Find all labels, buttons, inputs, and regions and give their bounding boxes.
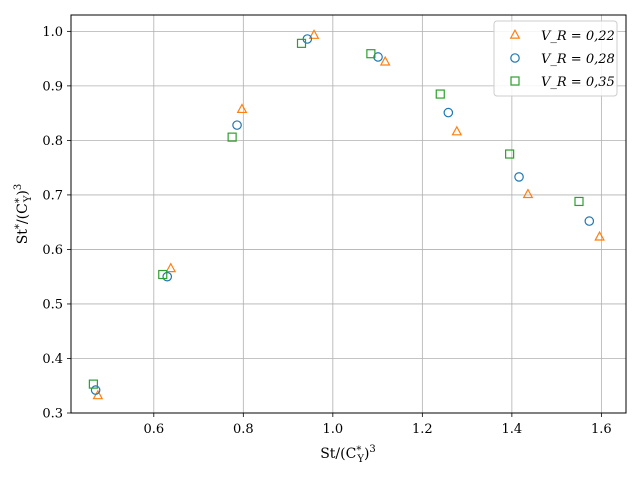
y-tick-label: 0.9	[42, 79, 63, 94]
y-tick-label: 0.3	[42, 407, 63, 422]
data-point-triangle	[451, 125, 463, 136]
y-tick-label: 0.4	[42, 352, 63, 367]
legend-box	[493, 20, 618, 97]
data-point-triangle	[594, 230, 605, 241]
data-point-circle	[373, 52, 383, 62]
data-point-square	[88, 379, 98, 389]
x-tick-label: 0.6	[143, 422, 164, 437]
x-tick-label: 1.4	[502, 422, 523, 437]
x-axis-label: St/(C* Y)3	[320, 444, 376, 465]
x-tick-label: 1.6	[591, 422, 612, 437]
y-tick-label: 0.7	[42, 188, 63, 203]
data-point-circle	[584, 216, 595, 226]
x-tick-label: 1.2	[412, 422, 433, 437]
data-point-triangle	[379, 55, 391, 66]
y-tick-label: 0.6	[42, 243, 63, 258]
data-point-square	[366, 49, 376, 59]
legend: V_R = 0,22 V_R = 0,28 V_R = 0,35	[493, 20, 618, 97]
legend-marker-triangle	[509, 28, 521, 39]
plot-frame	[70, 14, 627, 414]
axis-ticks: 0.6 0.8 1.0 1.2 1.4 1.6 0.3 0.4 0.5 0.6 0.7 0.8 0.9 1…	[42, 25, 611, 437]
data-point-triangle	[308, 29, 320, 39]
data-point-circle	[232, 120, 242, 130]
legend-marker-square	[510, 76, 520, 86]
y-tick-label: 0.8	[42, 134, 63, 149]
data-point-square	[574, 196, 584, 207]
y-axis-label: St*/(C*Y)3	[13, 184, 34, 245]
x-tick-label: 0.8	[233, 422, 254, 437]
y-tick-label: 0.5	[42, 297, 63, 312]
x-tick-label: 1.0	[322, 422, 343, 437]
data-point-square	[296, 38, 307, 48]
data-point-square	[505, 149, 515, 159]
data-point-square	[227, 132, 237, 142]
data-point-circle	[443, 107, 454, 118]
data-points	[88, 29, 605, 400]
y-tick-label: 1.0	[42, 25, 63, 40]
legend-label: V_R = 0,35	[541, 75, 615, 90]
data-point-square	[435, 89, 445, 99]
data-point-triangle	[165, 262, 177, 273]
legend-label: V_R = 0,22	[541, 29, 615, 44]
legend-marker-circle	[510, 53, 520, 63]
data-point-circle	[514, 172, 524, 182]
data-point-triangle	[236, 103, 248, 114]
legend-label: V_R = 0,28	[541, 52, 615, 67]
data-point-square	[158, 269, 168, 280]
data-point-triangle	[522, 188, 534, 199]
data-point-circle	[90, 385, 101, 395]
